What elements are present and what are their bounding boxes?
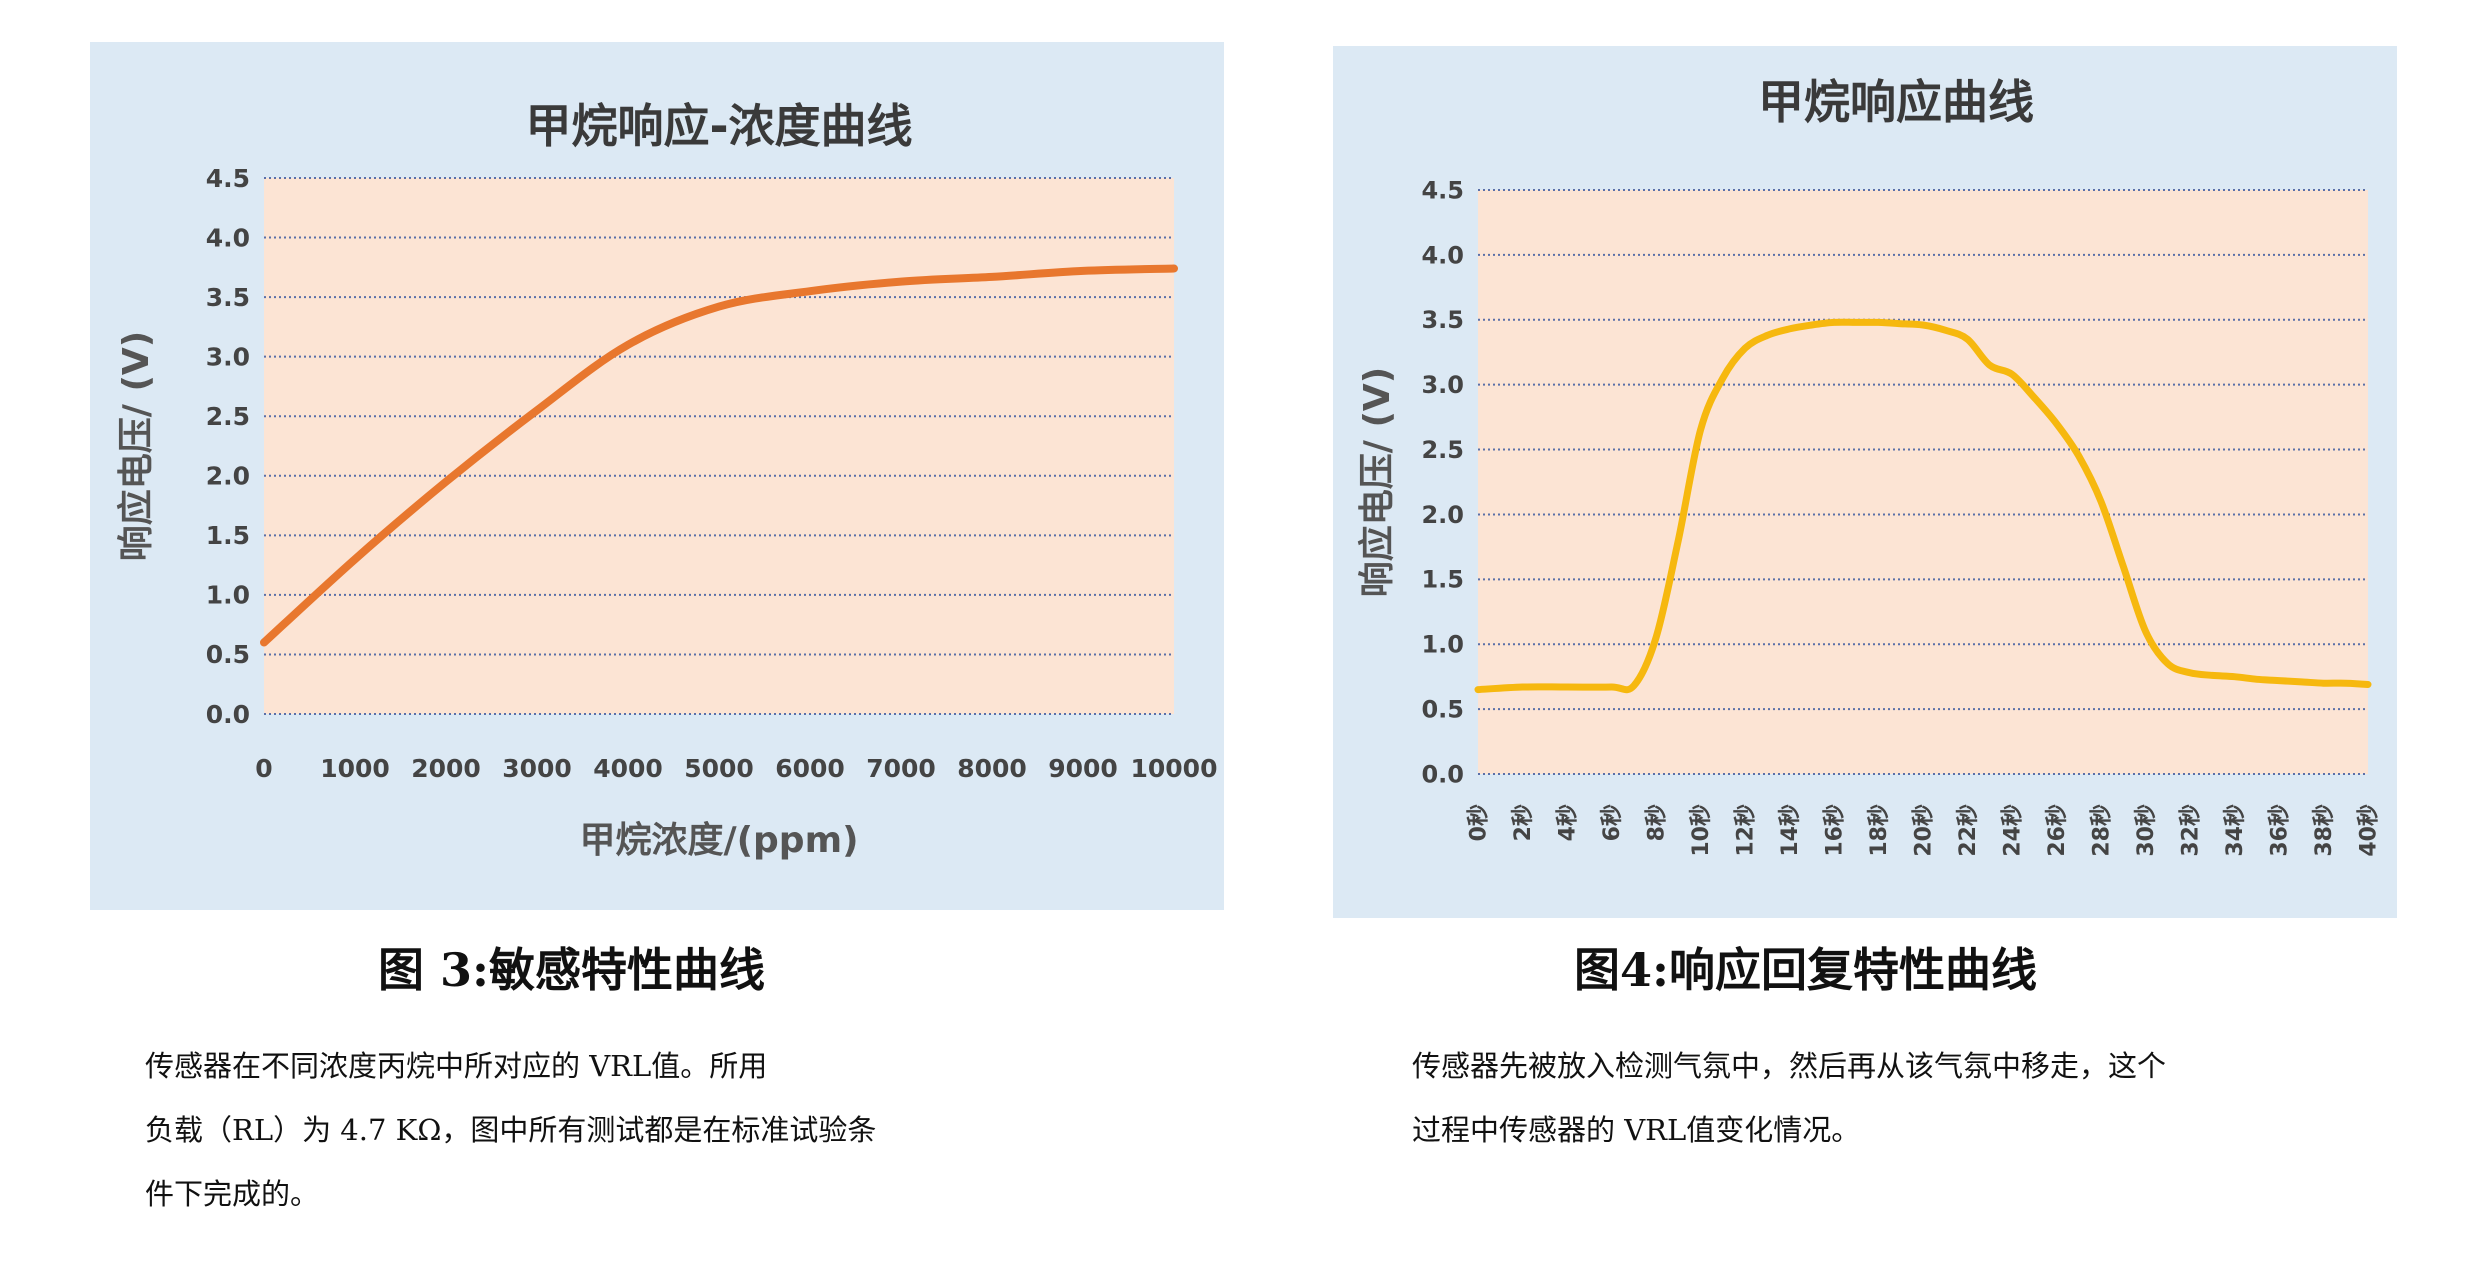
- y-tick-label: 2.5: [1421, 436, 1464, 464]
- plot-area: [264, 178, 1174, 714]
- x-tick-label: 34秒: [2223, 804, 2248, 857]
- x-tick-label: 9000: [1048, 754, 1118, 783]
- chart-title: 甲烷响应曲线: [1758, 75, 2034, 129]
- x-tick-label: 32秒: [2179, 804, 2204, 857]
- x-tick-label: 1000: [320, 754, 390, 783]
- concentration-chart: 甲烷响应-浓度曲线 0.0 0.5 1.0 1.5 2.0 2.5 3.0 3.5 4.0 4.5 0…: [116, 99, 1218, 861]
- y-tick-label: 0.0: [206, 700, 250, 729]
- description-line: 传感器先被放入检测气氛中，然后再从该气氛中移走，这个: [1412, 1049, 2167, 1083]
- x-tick-label: 8000: [957, 754, 1027, 783]
- y-tick-label: 1.0: [1421, 631, 1464, 659]
- series-line: [260, 264, 1178, 647]
- x-tick-label: 5000: [684, 754, 754, 783]
- y-axis-label: 响应电压/ (V): [1357, 367, 1398, 597]
- chart-panel-right: 甲烷响应曲线 0.0 0.5 1.0 1.5 2.0 2.5 3.0 3.5 4.0 4.5 0秒 2秒…: [1333, 46, 2397, 918]
- y-tick-label: 2.5: [206, 402, 250, 431]
- y-tick-label: 3.0: [1421, 371, 1464, 399]
- y-tick-label: 1.0: [206, 581, 250, 610]
- chart-panel-left: 甲烷响应-浓度曲线 0.0 0.5 1.0 1.5 2.0 2.5 3.0 3.5 4.0 4.5 0…: [90, 42, 1224, 910]
- y-axis-label: 响应电压/ (V): [116, 331, 157, 561]
- x-tick-label: 10000: [1131, 754, 1218, 783]
- x-tick-label: 38秒: [2312, 804, 2337, 857]
- y-tick-label: 3.5: [206, 283, 250, 312]
- x-tick-label: 0: [255, 754, 272, 783]
- x-tick-label: 3000: [502, 754, 572, 783]
- description-line: 传感器在不同浓度丙烷中所对应的 VRL值。所用: [145, 1049, 768, 1083]
- x-tick-label: 30秒: [2134, 804, 2159, 857]
- y-tick-label: 3.0: [206, 342, 250, 371]
- y-tick-label: 1.5: [1421, 566, 1464, 594]
- x-tick-label: 26秒: [2045, 804, 2070, 857]
- description-line: 过程中传感器的 VRL值变化情况。: [1412, 1113, 1861, 1147]
- description-right: 传感器先被放入检测气氛中，然后再从该气氛中移走，这个 过程中传感器的 VRL值变…: [1412, 1034, 2452, 1162]
- y-tick-label: 2.0: [206, 462, 250, 491]
- x-tick-label: 8秒: [1645, 804, 1670, 841]
- x-tick-label: 10秒: [1689, 804, 1714, 857]
- x-tick-label: 6秒: [1600, 804, 1625, 841]
- x-tick-label: 40秒: [2357, 804, 2382, 857]
- y-tick-label: 4.0: [1421, 241, 1464, 269]
- x-tick-label: 4000: [593, 754, 663, 783]
- x-tick-label: 16秒: [1823, 804, 1848, 857]
- response-recovery-chart: 甲烷响应曲线 0.0 0.5 1.0 1.5 2.0 2.5 3.0 3.5 4.0 4.5 0秒 2秒…: [1357, 75, 2382, 857]
- x-tick-label: 4秒: [1556, 804, 1581, 841]
- description-line: 件下完成的。: [145, 1177, 320, 1211]
- x-tick-label: 0秒: [1467, 804, 1492, 841]
- figure-caption-right: 图4:响应回复特性曲线: [1574, 943, 2037, 997]
- x-tick-label: 22秒: [1956, 804, 1981, 857]
- y-tick-label: 0.0: [1421, 760, 1464, 788]
- x-tick-label: 12秒: [1734, 804, 1759, 857]
- figure-caption-left: 图 3:敏感特性曲线: [378, 943, 766, 997]
- x-tick-label: 36秒: [2268, 804, 2293, 857]
- y-tick-label: 0.5: [1421, 696, 1464, 724]
- y-tick-label: 0.5: [206, 640, 250, 669]
- y-tick-label: 4.5: [1421, 176, 1464, 204]
- chart-title: 甲烷响应-浓度曲线: [525, 99, 912, 153]
- x-axis-label: 甲烷浓度/(ppm): [579, 820, 858, 861]
- y-tick-label: 4.5: [206, 164, 250, 193]
- x-tick-label: 28秒: [2090, 804, 2115, 857]
- x-tick-label: 6000: [775, 754, 845, 783]
- x-tick-label: 18秒: [1867, 804, 1892, 857]
- series-line: [1474, 318, 2372, 694]
- x-tick-label: 24秒: [2001, 804, 2026, 857]
- y-tick-label: 1.5: [206, 521, 250, 550]
- y-tick-label: 3.5: [1421, 306, 1464, 334]
- x-tick-label: 2秒: [1511, 804, 1536, 841]
- description-line: 负载（RL）为 4.7 KΩ，图中所有测试都是在标准试验条: [145, 1113, 877, 1147]
- x-tick-label: 14秒: [1778, 804, 1803, 857]
- x-tick-label: 20秒: [1912, 804, 1937, 857]
- x-tick-label: 2000: [411, 754, 481, 783]
- y-tick-label: 4.0: [206, 223, 250, 252]
- description-left: 传感器在不同浓度丙烷中所对应的 VRL值。所用 负载（RL）为 4.7 KΩ，图…: [145, 1034, 1185, 1226]
- y-tick-label: 2.0: [1421, 501, 1464, 529]
- x-tick-label: 7000: [866, 754, 936, 783]
